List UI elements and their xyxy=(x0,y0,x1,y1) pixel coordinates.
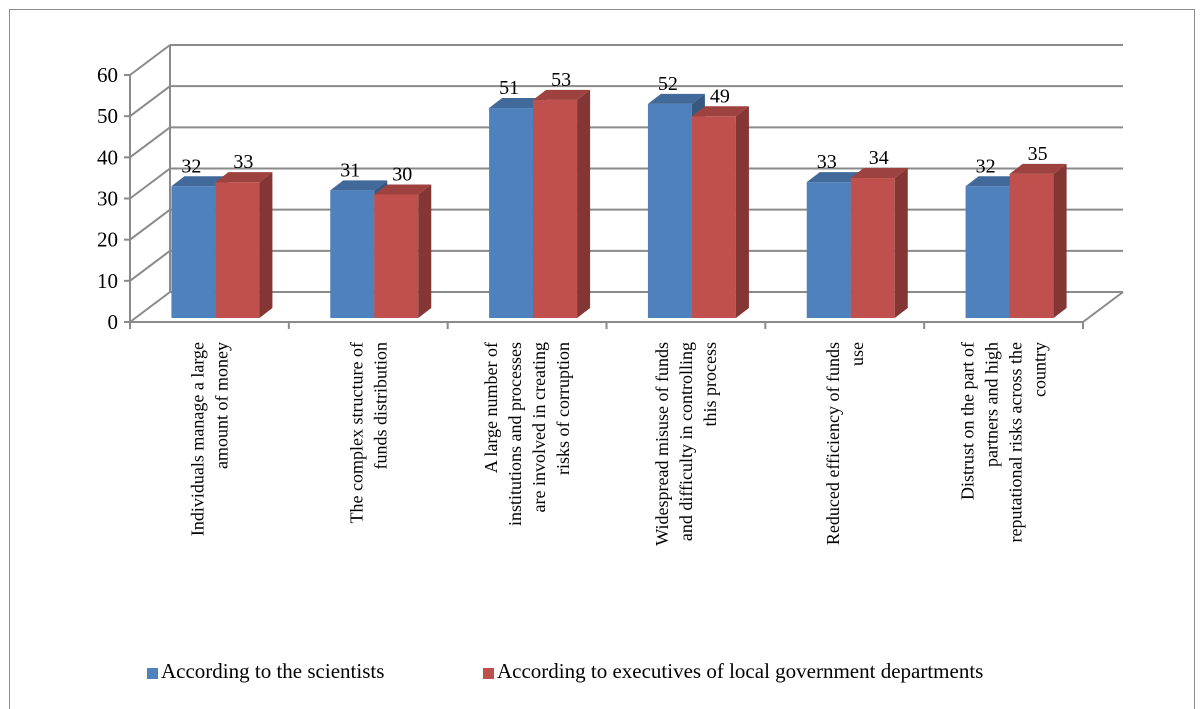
gridline-diag xyxy=(129,44,171,76)
y-tick-label: 60 xyxy=(97,63,118,87)
bar-side xyxy=(735,106,749,319)
data-label: 32 xyxy=(976,155,996,177)
y-tick-label: 10 xyxy=(97,269,118,293)
bar-side xyxy=(1053,163,1067,318)
bar-side xyxy=(577,89,591,318)
data-label: 30 xyxy=(392,164,412,186)
bar-top xyxy=(965,176,1023,187)
bar-top xyxy=(691,106,749,117)
bar-side xyxy=(894,168,908,318)
data-label: 31 xyxy=(340,159,360,181)
data-label: 32 xyxy=(181,155,201,177)
gridline-diag xyxy=(129,126,171,159)
data-label: 49 xyxy=(710,85,730,107)
y-tick-label: 20 xyxy=(97,228,118,252)
bar-top xyxy=(1009,163,1067,174)
gridline-diag xyxy=(129,291,171,323)
legend-swatch xyxy=(147,668,158,679)
x-category-label: The complex structure of funds distributi… xyxy=(346,342,390,523)
gridline-diag xyxy=(129,208,171,241)
bar-top xyxy=(647,93,705,104)
bar-top xyxy=(330,180,388,191)
legend-label: According to the scientists xyxy=(161,659,384,683)
legend-swatch xyxy=(483,668,494,679)
bar-front xyxy=(691,116,736,319)
y-tick-label: 50 xyxy=(97,104,118,128)
bar-front xyxy=(215,182,260,318)
data-label: 33 xyxy=(233,151,253,173)
data-label: 34 xyxy=(869,147,889,169)
bar-front xyxy=(374,194,419,318)
bar-front xyxy=(1009,173,1054,318)
floor-right-edge xyxy=(1082,291,1124,323)
bar-front xyxy=(171,186,216,318)
x-category-label: Widespread misuse of funds and difficulty… xyxy=(652,342,720,546)
bar-front xyxy=(806,182,851,318)
bar-side xyxy=(259,172,273,318)
bar-top xyxy=(533,89,591,100)
y-tick-label: 0 xyxy=(108,310,119,334)
gridline-diag xyxy=(129,250,171,282)
gridline-diag xyxy=(129,85,171,117)
bar-top xyxy=(171,176,229,187)
data-label: 33 xyxy=(817,151,837,173)
bar-front xyxy=(533,99,578,318)
x-category-label: Reduced efficiency of funds use xyxy=(823,342,867,545)
bar-front xyxy=(489,108,534,318)
gridline-diag xyxy=(129,167,171,200)
bar-front xyxy=(647,103,692,318)
y-tick-label: 40 xyxy=(97,145,118,169)
x-category-label: Individuals manage a large amount of mone… xyxy=(187,342,231,536)
legend-label: According to executives of local governm… xyxy=(497,659,983,683)
y-tick-label: 30 xyxy=(97,187,118,211)
x-category-label: A large number of institutions and proces… xyxy=(481,342,573,526)
bar-front xyxy=(850,178,895,318)
data-label: 35 xyxy=(1028,143,1048,165)
bar-side xyxy=(418,184,432,318)
bar-front xyxy=(965,186,1010,318)
bar-top xyxy=(806,172,864,183)
data-label: 51 xyxy=(499,77,519,99)
data-label: 53 xyxy=(551,69,571,91)
x-category-label: Distrust on the part of partners and high… xyxy=(958,342,1050,542)
bar-top xyxy=(489,98,547,109)
bar-top xyxy=(215,172,273,183)
chart-frame xyxy=(9,9,1195,709)
data-label: 52 xyxy=(658,73,678,95)
bar-top xyxy=(374,184,432,195)
bar-front xyxy=(330,190,375,318)
bar-top xyxy=(850,168,908,179)
